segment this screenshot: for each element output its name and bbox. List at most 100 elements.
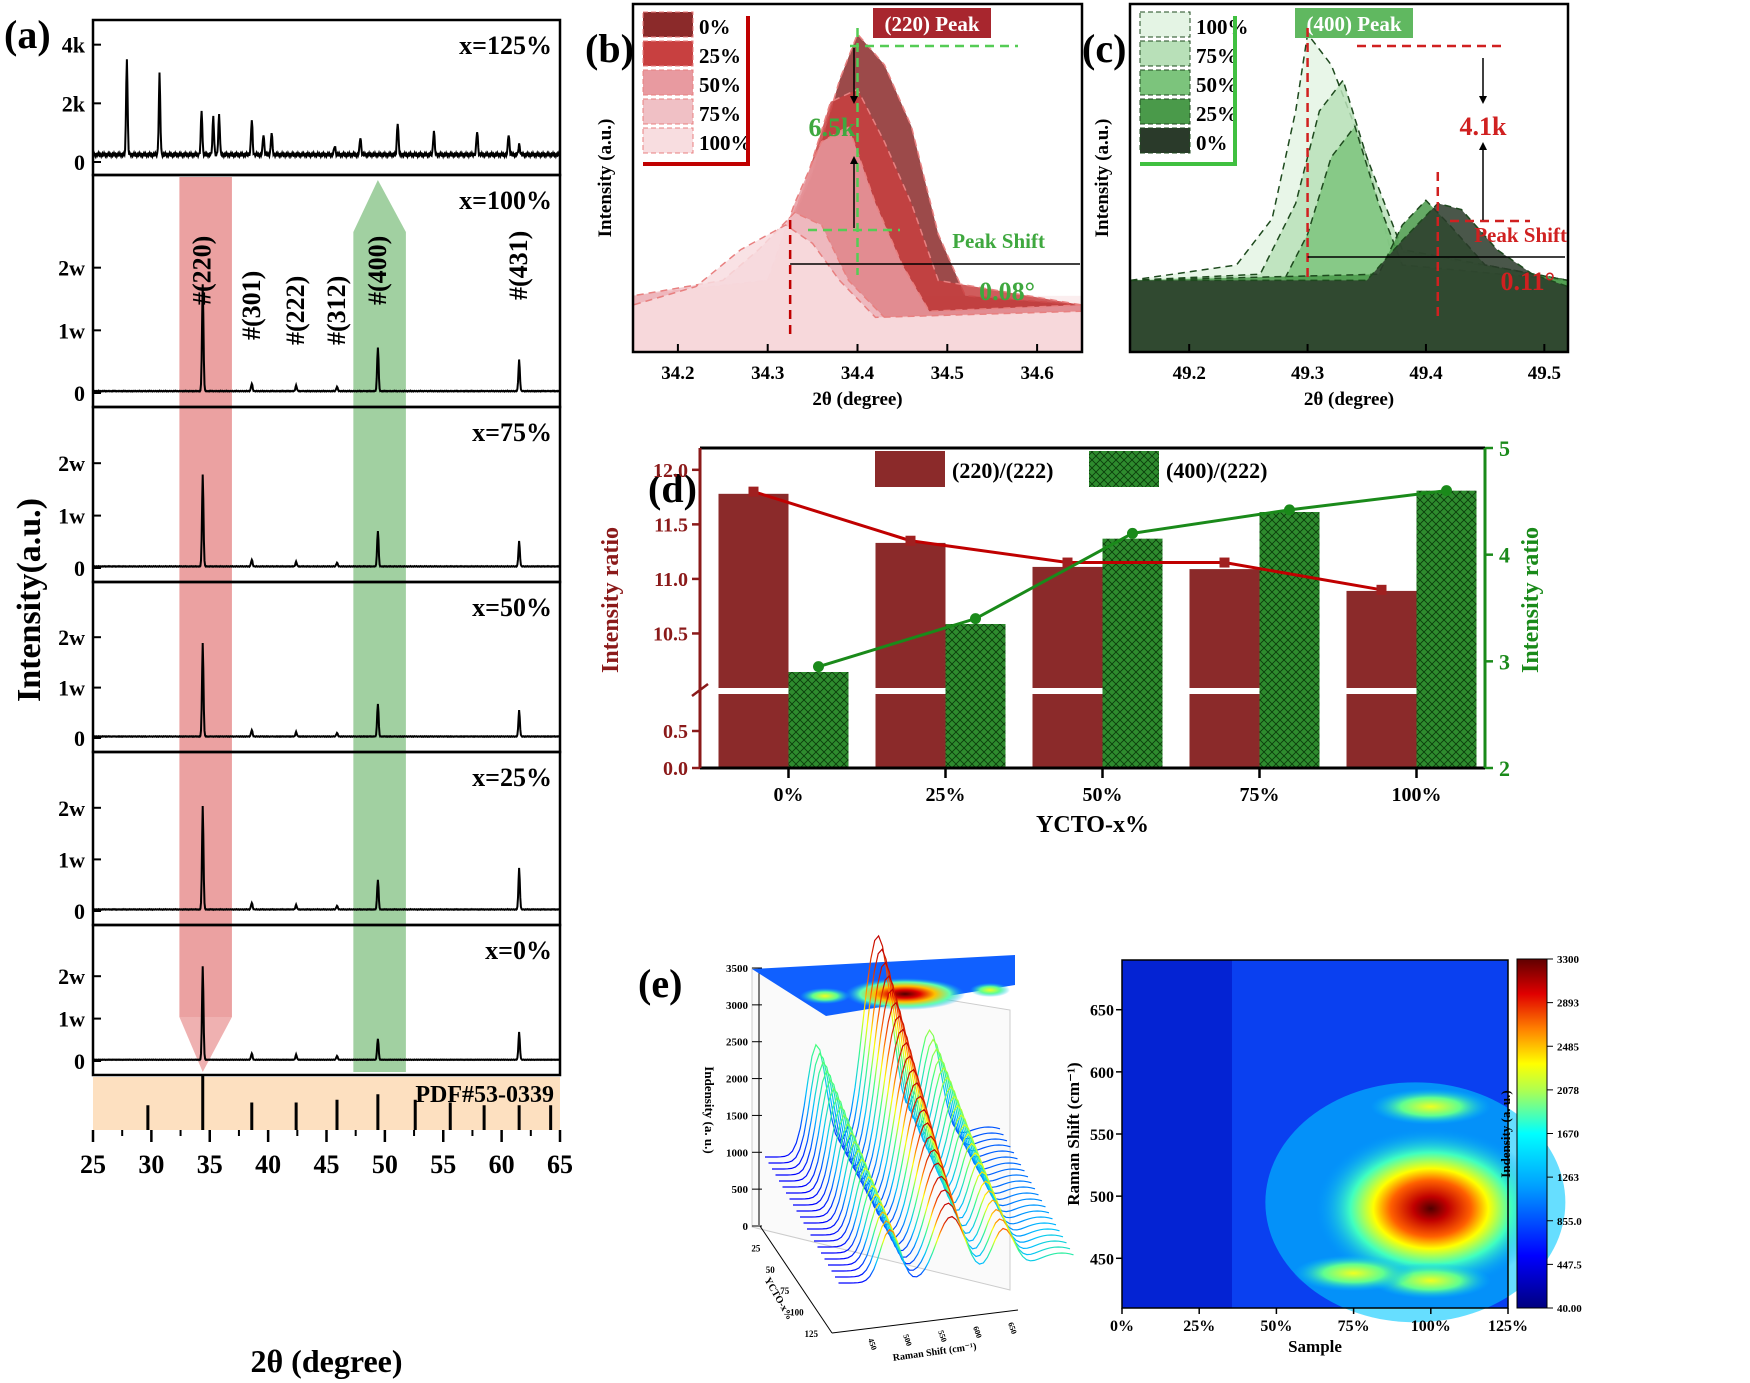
y-axis-title: Intensity (a.u.) bbox=[595, 119, 616, 238]
x-tick-label: 650 bbox=[1006, 1321, 1019, 1335]
marker-400-222 bbox=[1441, 485, 1452, 497]
legend-label: 0% bbox=[699, 15, 731, 39]
x-tick-label: 35 bbox=[197, 1150, 223, 1179]
y-axis-title: YCTO-x% bbox=[762, 1276, 795, 1322]
arrow-head-220 bbox=[179, 1017, 232, 1072]
y-tick-label: 0 bbox=[74, 899, 85, 924]
peak-shift-value: 0.11° bbox=[1501, 267, 1555, 296]
arrow-head bbox=[850, 96, 858, 104]
x-tick-label: 34.5 bbox=[931, 363, 964, 384]
panel-b-220-peak: 0% 25% 50% 75% 100% (220) Peak 34.2 34.3 34.4 34.… bbox=[585, 2, 1084, 410]
colorbar-tick-label: 1670 bbox=[1557, 1129, 1580, 1141]
colorbar-tick-label: 2893 bbox=[1557, 998, 1580, 1010]
x-tick-label: 500 bbox=[901, 1333, 914, 1347]
x-axis-title: 2θ (degree) bbox=[1304, 389, 1394, 410]
y-left-tick-label: 11.0 bbox=[654, 569, 688, 591]
y-tick-label: 25 bbox=[751, 1243, 761, 1253]
surface-mesh-line bbox=[800, 1068, 1036, 1218]
projection-hotspot bbox=[845, 978, 965, 1010]
xrd-curve bbox=[92, 59, 561, 160]
x-tick-label: 0% bbox=[774, 784, 804, 806]
legend-label: 0% bbox=[1196, 131, 1228, 155]
x-tick-label: 34.6 bbox=[1020, 363, 1053, 384]
subplot-label: x=75% bbox=[472, 418, 552, 447]
y-axis-title: Raman Shift (cm⁻¹) bbox=[1064, 1062, 1083, 1205]
axis-break-gap bbox=[1346, 688, 1417, 694]
peak-annotation: #(220) bbox=[188, 236, 217, 305]
bar-400-222 bbox=[1102, 538, 1163, 768]
marker-400-222 bbox=[970, 613, 981, 625]
xrd-curve bbox=[93, 966, 561, 1062]
title-badge-bg bbox=[1295, 8, 1413, 38]
x-tick-label: 49.2 bbox=[1173, 363, 1206, 384]
highlight-band-220 bbox=[179, 177, 232, 1017]
bar-220-222 bbox=[718, 493, 789, 768]
x-tick-label: 125% bbox=[1488, 1318, 1528, 1335]
x-tick-label: 49.5 bbox=[1528, 363, 1561, 384]
legend-label: 25% bbox=[699, 44, 741, 68]
x-tick-label: 25% bbox=[1183, 1318, 1215, 1335]
y-tick-label: 0 bbox=[74, 726, 85, 751]
y-left-tick-label: 12.0 bbox=[653, 460, 688, 482]
delta-intensity: 6.5k bbox=[809, 113, 857, 142]
panel-a-xrd-stack: (a) PDF#53-0339 0 2k 4k x=125% 0 1w 2w x=100% 0 1w 2… bbox=[4, 12, 573, 1379]
xrd-curve bbox=[92, 284, 561, 393]
reference-label: PDF#53-0339 bbox=[415, 1082, 554, 1108]
peak-annotation: #(301) bbox=[237, 271, 266, 340]
x-axis-title: 2θ (degree) bbox=[812, 389, 902, 410]
x-tick-label: 550 bbox=[936, 1329, 949, 1343]
x-tick-label: 25% bbox=[926, 784, 966, 806]
subplot-label: x=125% bbox=[459, 31, 552, 60]
back-wall bbox=[751, 967, 1011, 1291]
y-right-title: Intensity ratio bbox=[1518, 527, 1544, 673]
highlight-band-400 bbox=[353, 232, 406, 1072]
x-tick-label: 34.4 bbox=[841, 363, 875, 384]
y-tick-label: 125 bbox=[805, 1329, 819, 1339]
axis-break-gap bbox=[1032, 688, 1103, 694]
surface-mesh-line bbox=[821, 1149, 1057, 1254]
surface-mesh-line bbox=[807, 1095, 1043, 1230]
marker-220-222 bbox=[1376, 584, 1387, 595]
surface-mesh-line bbox=[803, 1082, 1039, 1224]
x-tick-label: 49.4 bbox=[1409, 363, 1443, 384]
bar-400-222 bbox=[945, 624, 1006, 768]
x-tick-label: 25 bbox=[80, 1150, 106, 1179]
panel-label-e: (e) bbox=[638, 961, 682, 1006]
heatmap-hotspot bbox=[1370, 1088, 1491, 1125]
y-tick-label: 1w bbox=[58, 504, 85, 529]
legend-swatch bbox=[642, 11, 694, 38]
xrd-curve bbox=[92, 474, 561, 569]
y-tick-label: 1w bbox=[58, 318, 85, 343]
projection-side-spot bbox=[800, 988, 850, 1004]
x-tick-label: 450 bbox=[866, 1337, 879, 1351]
panel-f-heatmap: (f)0%25%50%75%100%125%450500550600650Sam… bbox=[1064, 954, 1582, 1356]
x-tick-label: 100% bbox=[1392, 784, 1442, 806]
legend-label-220-222: (220)/(222) bbox=[952, 458, 1053, 483]
panel-d-ratio-bars: (d) 0% 25% 50% 75% 100% 0.0 0.5 10.5 11.0 11.5 12.0… bbox=[598, 436, 1544, 838]
y-tick-label: 450 bbox=[1090, 1251, 1114, 1268]
y-left-tick-label: 0.0 bbox=[663, 758, 688, 780]
colorbar-tick-label: 2485 bbox=[1557, 1041, 1580, 1053]
surface-mesh-line bbox=[835, 1202, 1071, 1278]
y-tick-label: 4k bbox=[62, 33, 86, 58]
y-tick-label: 2w bbox=[58, 256, 85, 281]
title-badge-bg bbox=[873, 8, 991, 38]
colorbar-tick-label: 2078 bbox=[1557, 1085, 1580, 1097]
surface-mesh-line bbox=[796, 1055, 1032, 1212]
y-left-tick-label: 10.5 bbox=[653, 623, 688, 645]
x-tick-label: 55 bbox=[430, 1150, 456, 1179]
y-tick-label: 1w bbox=[58, 676, 85, 701]
arrow-head bbox=[1479, 142, 1487, 150]
legend-swatch bbox=[1139, 127, 1191, 154]
legend-label: 50% bbox=[699, 73, 741, 97]
heatmap-hotspot bbox=[1315, 1128, 1546, 1289]
subplot-label: x=0% bbox=[485, 936, 552, 965]
y-tick-label: 2k bbox=[62, 91, 86, 116]
xrd-curve bbox=[92, 642, 561, 739]
legend-swatch bbox=[1139, 98, 1191, 125]
marker-400-222 bbox=[1127, 527, 1138, 539]
z-tick-label: 2000 bbox=[726, 1074, 749, 1086]
legend-swatch bbox=[1139, 11, 1191, 38]
peak-annotation: #(222) bbox=[281, 276, 310, 345]
